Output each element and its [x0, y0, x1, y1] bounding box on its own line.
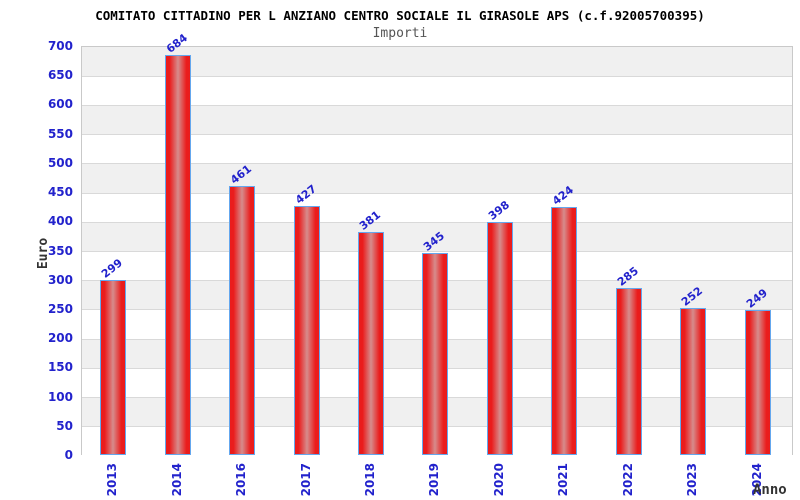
y-tick-label: 500 — [47, 155, 73, 170]
bar-value-label: 249 — [743, 285, 770, 311]
gridline — [82, 163, 792, 165]
bar-value-label: 461 — [228, 161, 255, 187]
bar-2018 — [357, 232, 384, 455]
y-tick-label: 0 — [64, 448, 73, 462]
y-tick-label: 400 — [47, 214, 73, 229]
y-tick-label: 300 — [47, 272, 73, 287]
bar-2021 — [551, 207, 578, 455]
bar-value-label: 381 — [356, 208, 384, 234]
chart-title: COMITATO CITTADINO PER L ANZIANO CENTRO … — [95, 8, 705, 23]
plot-band — [82, 105, 792, 135]
y-tick-label: 150 — [47, 360, 73, 375]
plot-band — [82, 47, 792, 77]
bar-value-label: 398 — [485, 198, 512, 224]
gridline — [82, 192, 792, 194]
bar-value-label: 424 — [550, 183, 577, 208]
y-tick-label: 600 — [47, 97, 73, 112]
bar-2019 — [422, 253, 449, 455]
y-tick-label: 450 — [47, 185, 73, 200]
x-tick-label: 2020 — [491, 463, 506, 497]
bar-value-label: 427 — [292, 181, 319, 207]
x-tick-label: 2019 — [427, 463, 442, 497]
plot-band — [82, 134, 792, 164]
y-tick-label: 250 — [47, 301, 73, 316]
bar-2016 — [229, 185, 256, 455]
x-tick-label: 2013 — [105, 463, 120, 497]
gridline — [82, 75, 792, 77]
y-axis-label: Euro — [36, 237, 52, 270]
bar-value-label: 345 — [421, 229, 448, 255]
chart-subtitle: Importi — [372, 26, 428, 41]
y-tick-label: 650 — [47, 68, 73, 83]
gridline — [82, 221, 792, 223]
x-tick-label: 2022 — [620, 463, 635, 497]
y-tick-label: 550 — [47, 126, 73, 141]
y-tick-label: 50 — [56, 418, 73, 433]
y-tick-label: 700 — [47, 39, 73, 53]
y-tick-label: 200 — [47, 331, 73, 346]
gridline — [82, 134, 792, 136]
bar-value-label: 299 — [99, 256, 126, 281]
bar-2013 — [100, 280, 127, 455]
bar-value-label: 285 — [614, 264, 641, 290]
gridline — [82, 104, 792, 106]
bar-2023 — [680, 307, 707, 455]
bar-2020 — [486, 222, 513, 455]
y-tick-label: 350 — [47, 243, 73, 258]
x-tick-label: 2023 — [685, 463, 700, 497]
bar-value-label: 252 — [679, 284, 706, 309]
plot-band — [82, 76, 792, 106]
x-tick-label: 2014 — [169, 463, 184, 497]
bar-2022 — [615, 288, 642, 455]
bar-2024 — [744, 309, 771, 455]
plot-band — [82, 163, 792, 194]
bar-2017 — [293, 205, 320, 455]
x-tick-label: 2018 — [362, 463, 377, 497]
x-tick-label: 2017 — [298, 463, 313, 497]
gridline — [82, 251, 792, 252]
plot-band — [82, 222, 792, 252]
bar-2014 — [164, 55, 191, 455]
y-tick-label: 100 — [47, 389, 73, 404]
x-axis-label: Anno — [753, 482, 787, 498]
plot-band — [82, 193, 792, 223]
x-tick-label: 2016 — [234, 463, 249, 497]
x-tick-label: 2021 — [556, 463, 571, 497]
bar-value-label: 684 — [163, 31, 190, 57]
